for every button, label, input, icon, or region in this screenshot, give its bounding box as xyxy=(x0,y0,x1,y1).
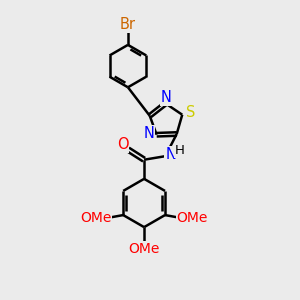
Text: N: N xyxy=(165,147,176,162)
Text: OMe: OMe xyxy=(128,242,160,256)
Text: O: O xyxy=(117,137,128,152)
Text: N: N xyxy=(144,126,155,141)
Text: OMe: OMe xyxy=(177,211,208,225)
Text: H: H xyxy=(175,144,185,158)
Text: OMe: OMe xyxy=(80,211,112,225)
Text: Br: Br xyxy=(120,17,136,32)
Text: N: N xyxy=(161,90,172,105)
Text: S: S xyxy=(185,105,195,120)
